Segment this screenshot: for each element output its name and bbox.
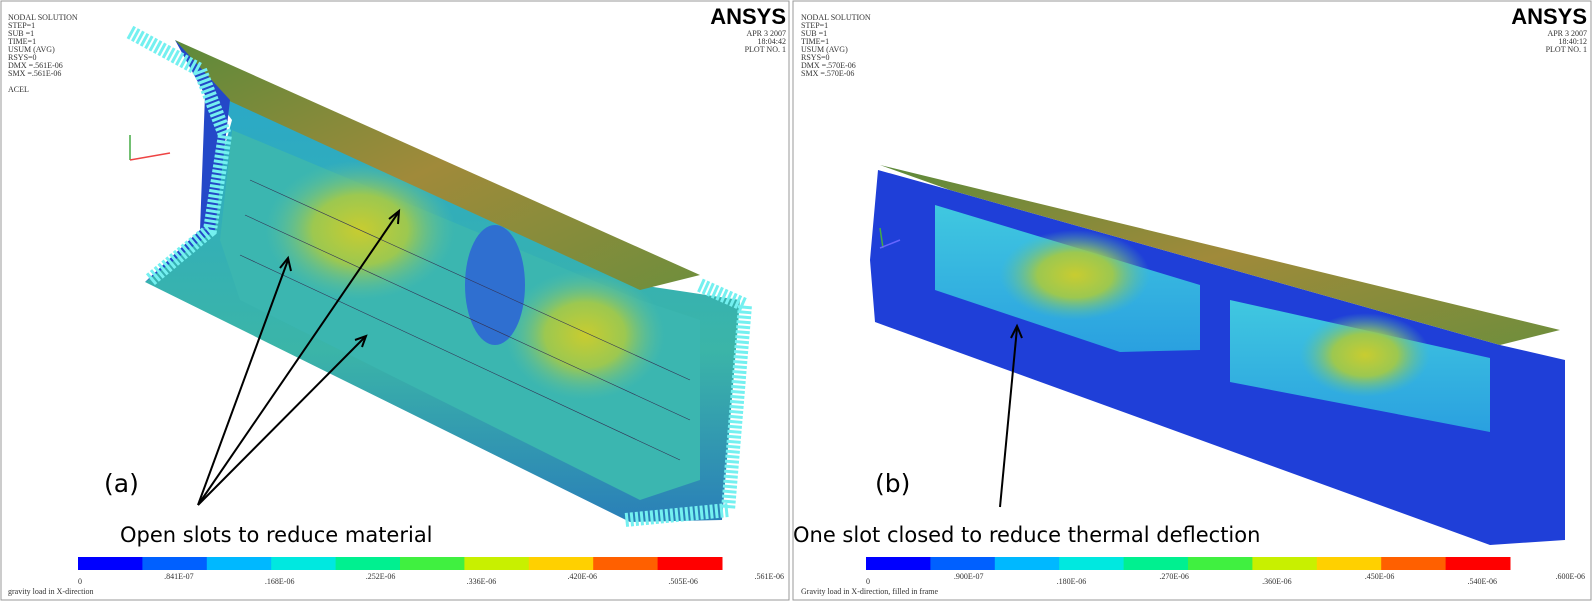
colorbar-segment (1124, 557, 1189, 570)
colorbar-label: .561E-06 (754, 572, 784, 581)
colorbar-label: .360E-06 (1262, 577, 1292, 586)
colorbar-label: .180E-06 (1057, 577, 1087, 586)
colorbar-label: .600E-06 (1555, 572, 1585, 581)
panel-label: (a) (104, 469, 139, 498)
colorbar-segment (866, 557, 931, 570)
page: {"panels": [ {"info_lines": ["NODAL SOLU… (0, 0, 1592, 602)
colorbar-label: .270E-06 (1159, 572, 1189, 581)
colorbar-label: .540E-06 (1468, 577, 1498, 586)
load-label: ACEL (8, 85, 29, 94)
colorbar-segment (658, 557, 723, 570)
colorbar-segment (1059, 557, 1124, 570)
colorbar-segment (142, 557, 207, 570)
caption: Open slots to reduce material (120, 523, 433, 547)
colorbar-segment (464, 557, 529, 570)
ansys-logo: ANSYS (710, 4, 786, 29)
info-line: SMX =.570E-06 (801, 69, 854, 78)
colorbar-segment (930, 557, 995, 570)
colorbar-segment (271, 557, 336, 570)
colorbar-label: .450E-06 (1365, 572, 1395, 581)
plot-no: PLOT NO. 1 (1546, 45, 1587, 54)
colorbar-label: .420E-06 (568, 572, 598, 581)
colorbar-label: .168E-06 (265, 577, 295, 586)
plot-no: PLOT NO. 1 (745, 45, 786, 54)
colorbar-segment (995, 557, 1060, 570)
colorbar-label: .505E-06 (668, 577, 698, 586)
colorbar-segment (400, 557, 465, 570)
info-line: SMX =.561E-06 (8, 69, 61, 78)
colorbar-segment (529, 557, 594, 570)
caption: One slot closed to reduce thermal deflec… (793, 523, 1260, 547)
figure: 0 .841E-07 .168E-06 .252E-06 .336E-06 .420E-0… (0, 0, 1592, 602)
colorbar-label: .900E-07 (954, 572, 984, 581)
footer: gravity load in X-direction (8, 587, 94, 596)
colorbar-segment (1188, 557, 1253, 570)
colorbar-label: 0 (78, 577, 82, 586)
colorbar-segment (1446, 557, 1511, 570)
colorbar-label: .336E-06 (467, 577, 497, 586)
colorbar-label: 0 (866, 577, 870, 586)
colorbar-segment (593, 557, 658, 570)
colorbar-segment (1252, 557, 1317, 570)
panel-label: (b) (875, 469, 910, 498)
colorbar-label: .252E-06 (366, 572, 396, 581)
colorbar-label: .841E-07 (164, 572, 194, 581)
colorbar-segment (78, 557, 143, 570)
ansys-logo: ANSYS (1511, 4, 1587, 29)
colorbar-segment (336, 557, 401, 570)
footer: Gravity load in X-direction, filled in f… (801, 587, 939, 596)
colorbar-segment (1317, 557, 1382, 570)
colorbar-segment (207, 557, 272, 570)
colorbar-segment (1381, 557, 1446, 570)
